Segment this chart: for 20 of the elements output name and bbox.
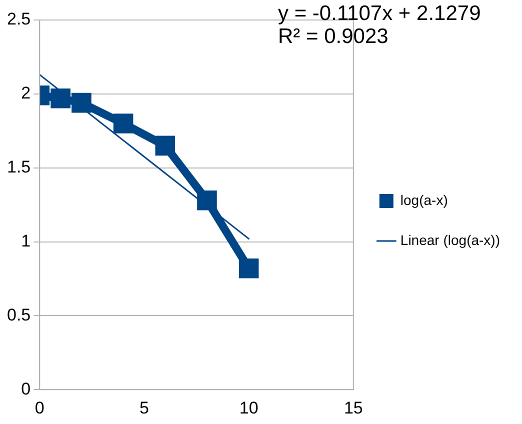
point xyxy=(72,92,92,113)
y-tick-label: 1 xyxy=(21,231,31,250)
annotation: R² = 0.9023 xyxy=(278,25,390,48)
y-tick-label: 0 xyxy=(21,379,31,398)
point xyxy=(155,136,176,156)
y-tick-label: 2.5 xyxy=(6,10,31,29)
x-tick-label: 10 xyxy=(239,398,258,418)
x-tick-label: 0 xyxy=(34,398,44,418)
legend-label: log(a-x) xyxy=(400,192,448,208)
point xyxy=(113,114,134,134)
legend-label: Linear (log(a-x)) xyxy=(400,232,500,248)
point xyxy=(197,190,217,210)
y-tick-label: 0.5 xyxy=(6,305,31,324)
y-tick-label: 1.5 xyxy=(6,158,31,177)
annotation: y = -0.1107x + 2.1279 xyxy=(278,2,481,25)
point xyxy=(50,88,70,108)
x-tick-label: 15 xyxy=(344,398,363,418)
x-tick-label: 5 xyxy=(139,398,149,418)
point xyxy=(238,258,259,278)
y-tick-label: 2 xyxy=(21,84,31,103)
